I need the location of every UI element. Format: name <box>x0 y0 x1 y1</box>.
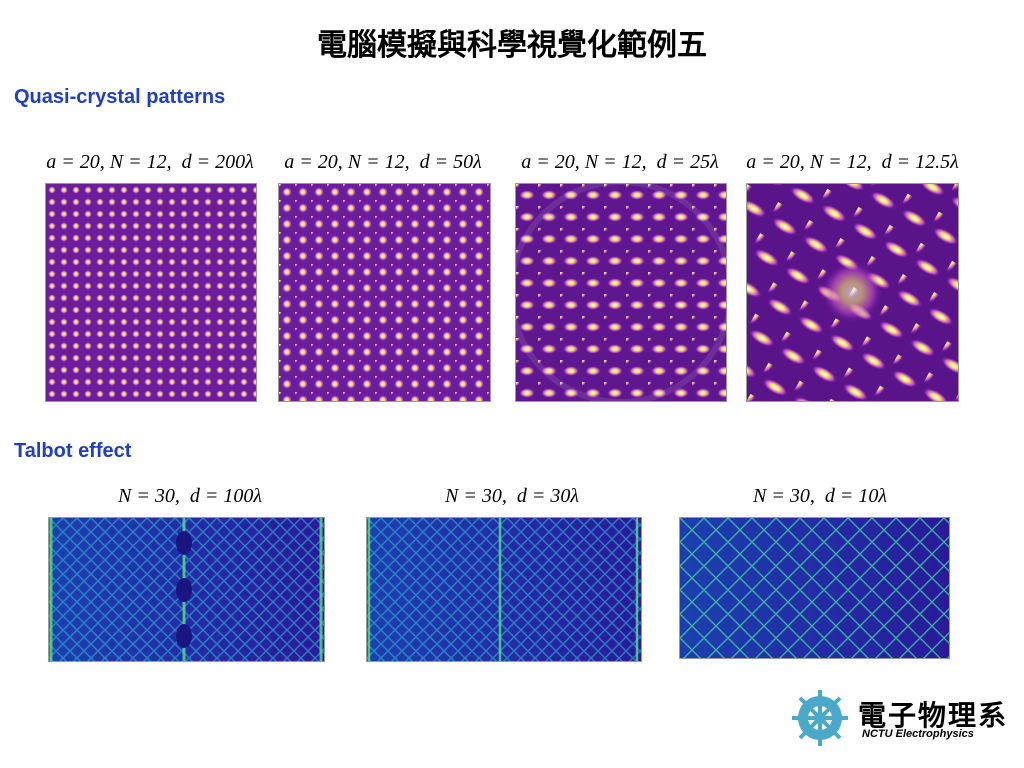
caption: a = 20, N = 12, d = 50λ <box>284 151 482 173</box>
logo-name: 電子物理系 <box>858 699 1009 732</box>
caption: a = 20, N = 12, d = 200λ <box>46 151 254 173</box>
caption: N = 30, d = 10λ <box>753 485 887 507</box>
section-heading: Talbot effect <box>14 440 132 462</box>
caption: N = 30, d = 100λ <box>118 485 262 507</box>
logo-subtitle: NCTU Electrophysics <box>862 728 974 740</box>
pattern-image <box>278 183 491 402</box>
pattern-image <box>515 183 727 402</box>
pattern-image <box>746 183 959 402</box>
talbot-image <box>366 517 642 662</box>
pattern-image <box>45 183 257 402</box>
slide-title: 電腦模擬與科學視覺化範例五 <box>317 28 707 63</box>
talbot-image <box>679 517 950 659</box>
caption: a = 20, N = 12, d = 12.5λ <box>746 151 959 173</box>
caption: N = 30, d = 30λ <box>445 485 579 507</box>
section-heading: Quasi-crystal patterns <box>14 86 226 108</box>
talbot-image <box>48 517 325 662</box>
logo-emblem <box>790 688 850 748</box>
caption: a = 20, N = 12, d = 25λ <box>521 151 719 173</box>
